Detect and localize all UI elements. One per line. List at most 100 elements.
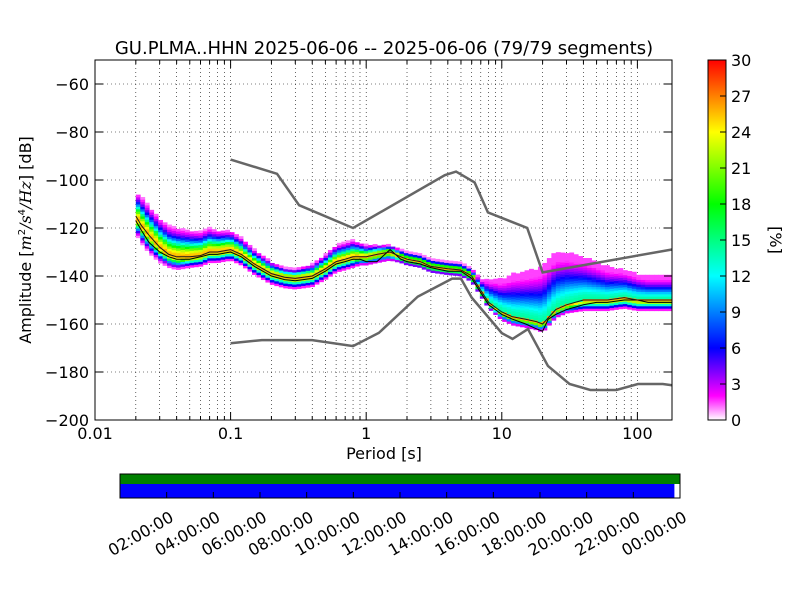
heatmap-cell (493, 283, 499, 287)
heatmap-cell (243, 251, 248, 254)
heatmap-cell (140, 240, 146, 243)
heatmap-cell (537, 302, 543, 306)
heatmap-cell (573, 285, 579, 289)
heatmap-cell (537, 290, 543, 294)
heatmap-cell (649, 308, 655, 312)
heatmap-cell (435, 270, 441, 274)
heatmap-cell (243, 263, 248, 266)
heatmap-cell (529, 271, 534, 274)
heatmap-cell (524, 313, 530, 317)
heatmap-cell (488, 296, 494, 299)
heatmap-cell (135, 230, 141, 234)
heatmap-cell (600, 284, 606, 288)
heatmap-cell (269, 262, 275, 266)
heatmap-cell (569, 295, 575, 299)
heatmap-cell (524, 291, 530, 295)
heatmap-cell (301, 280, 307, 284)
heatmap-cell (278, 284, 284, 288)
heatmap-cell (211, 243, 217, 247)
heatmap-cell (520, 295, 525, 299)
y-label-unit-s: /s (16, 215, 35, 231)
heatmap-cell (323, 262, 329, 266)
heatmap-cell (167, 236, 172, 240)
heatmap-cell (533, 315, 539, 319)
heatmap-cell (511, 322, 517, 326)
heatmap-cell (555, 292, 561, 296)
heatmap-cell (591, 296, 597, 300)
heatmap-cell (301, 285, 307, 289)
heatmap-cell (529, 268, 534, 272)
heatmap-cell (649, 277, 655, 280)
heatmap-cell (184, 236, 190, 240)
heatmap-cell (484, 283, 490, 287)
heatmap-cell (529, 312, 534, 315)
heatmap-cell (176, 243, 181, 247)
y-axis-label: Amplitude [m2/s4/Hz] [dB] (16, 136, 35, 344)
heatmap-cell (542, 294, 548, 297)
heatmap-cell (149, 221, 155, 225)
heatmap-cell (193, 259, 199, 263)
heatmap-cell (564, 269, 570, 273)
heatmap-cell (399, 253, 405, 257)
heatmap-cell (202, 262, 208, 265)
heatmap-cell (511, 282, 517, 285)
heatmap-cell (645, 289, 651, 292)
heatmap-cell (520, 274, 525, 277)
heatmap-cell (551, 281, 557, 285)
heatmap-cell (618, 275, 624, 279)
heatmap-cell (502, 280, 508, 284)
heatmap-cell (158, 219, 164, 223)
heatmap-cell (631, 290, 637, 294)
heatmap-cell (327, 257, 333, 260)
heatmap-cell (399, 251, 405, 254)
heatmap-cell (587, 272, 592, 276)
heatmap-cell (363, 258, 369, 261)
heatmap-cell (202, 235, 208, 239)
heatmap-cell (144, 243, 150, 247)
heatmap-cell (520, 310, 525, 313)
heatmap-cell (640, 279, 646, 283)
heatmap-cell (180, 254, 186, 258)
heatmap-cell (167, 246, 172, 249)
heatmap-cell (546, 265, 552, 268)
heatmap-cell (229, 246, 235, 250)
heatmap-cell (613, 295, 619, 298)
heatmap-cell (332, 246, 338, 250)
heatmap-cell (202, 242, 208, 246)
heatmap-cell (560, 302, 566, 306)
heatmap-cell (529, 302, 534, 306)
heatmap-cell (658, 296, 664, 300)
heatmap-cell (613, 273, 619, 277)
heatmap-cell (604, 294, 610, 297)
heatmap-cell (582, 286, 588, 290)
heatmap-cell (274, 281, 280, 284)
heatmap-cell (153, 216, 159, 219)
heatmap-cell (600, 296, 606, 300)
heatmap-cell (167, 258, 172, 261)
heatmap-cell (511, 310, 517, 314)
heatmap-cell (573, 283, 579, 286)
heatmap-cell (180, 249, 186, 253)
heatmap-cell (341, 253, 347, 257)
heatmap-cell (569, 307, 575, 311)
heatmap-cell (569, 300, 575, 304)
heatmap-cell (336, 247, 342, 251)
heatmap-cell (162, 263, 168, 266)
heatmap-cell (551, 284, 557, 288)
heatmap-cell (649, 284, 655, 288)
heatmap-cell (158, 260, 164, 264)
colorbar-tick-label: 27 (731, 87, 751, 106)
heatmap-cell (135, 194, 141, 198)
heatmap-cell (537, 297, 543, 301)
heatmap-cell (573, 309, 579, 313)
heatmap-cell (386, 253, 391, 257)
heatmap-cell (171, 235, 177, 239)
heatmap-cell (587, 294, 592, 297)
x-tick-label: 1 (361, 424, 371, 443)
heatmap-cell (140, 199, 146, 203)
heatmap-cell (238, 243, 244, 247)
heatmap-cell (292, 274, 298, 278)
heatmap-cell (149, 229, 155, 232)
heatmap-cell (555, 256, 561, 260)
heatmap-cell (555, 314, 561, 318)
